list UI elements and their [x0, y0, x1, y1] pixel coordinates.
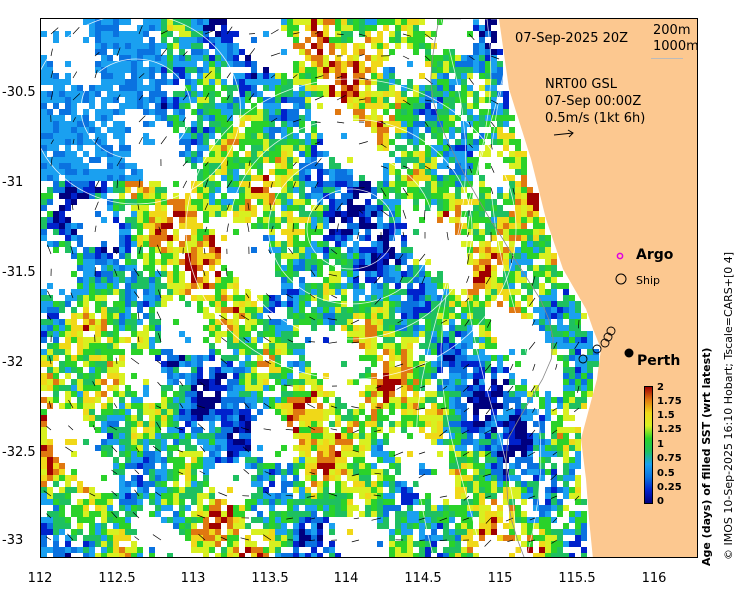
x-tick-label: 113 [180, 571, 206, 586]
colorbar-tick-label: 2 [657, 382, 664, 393]
argo-marker-icon [616, 252, 624, 260]
colorbar-tick-label: 0.25 [657, 482, 682, 493]
sst-time-label: 07-Sep-2025 20Z [515, 31, 629, 46]
x-tick-label: 112 [27, 571, 53, 586]
credit-text: © IMOS 10-Sep-2025 16:10 Hobart; Tscale=… [722, 251, 735, 560]
colorbar-tick-label: 1 [657, 439, 664, 450]
y-tick-label: -31.5 [2, 265, 36, 280]
depth-legend-line [651, 58, 683, 59]
y-tick-label: -32.5 [2, 445, 36, 460]
argo-legend-label: Argo [636, 247, 674, 263]
y-tick-label: -33 [2, 533, 24, 548]
y-tick-label: -32 [2, 355, 24, 370]
current-vectors [43, 25, 580, 547]
current-product-label: NRT00 GSL [545, 77, 617, 92]
y-tick-label: -31 [2, 175, 24, 190]
colorbar-tick-label: 1.75 [657, 396, 682, 407]
perth-label: Perth [637, 353, 681, 369]
ship-marker-icon [615, 273, 627, 285]
depth-1000m-label: 1000m [653, 39, 698, 54]
ship-legend-label: Ship [636, 274, 660, 287]
colorbar-tick-label: 0.5 [657, 468, 675, 479]
sst-map[interactable]: 07-Sep-2025 20Z 200m 1000m NRT00 GSL 07-… [40, 18, 698, 558]
ship-track-markers [578, 326, 616, 364]
x-tick-label: 115 [487, 571, 513, 586]
colorbar-title: Age (days) of filled SST (wrt latest) [700, 347, 713, 566]
colorbar-tick-label: 0.75 [657, 453, 682, 464]
depth-200m-label: 200m [653, 23, 691, 38]
colorbar-tick-label: 1.25 [657, 424, 682, 435]
isobath-line [430, 19, 554, 557]
x-tick-label: 114 [333, 571, 359, 586]
x-tick-label: 115.5 [558, 571, 596, 586]
x-tick-label: 114.5 [404, 571, 442, 586]
current-scale-label: 0.5m/s (1kt 6h) [545, 111, 646, 126]
current-time-label: 07-Sep 00:00Z [545, 94, 642, 109]
x-tick-label: 113.5 [251, 571, 289, 586]
x-tick-label: 116 [641, 571, 667, 586]
colorbar-tick-label: 0 [657, 496, 664, 507]
y-tick-label: -30.5 [2, 85, 36, 100]
current-scale-arrow-icon [553, 129, 574, 138]
colorbar-tick-label: 1.5 [657, 410, 675, 421]
age-colorbar [644, 386, 653, 504]
perth-marker-icon [624, 348, 634, 358]
sst-age-pixels [41, 19, 599, 557]
x-tick-label: 112.5 [98, 571, 136, 586]
